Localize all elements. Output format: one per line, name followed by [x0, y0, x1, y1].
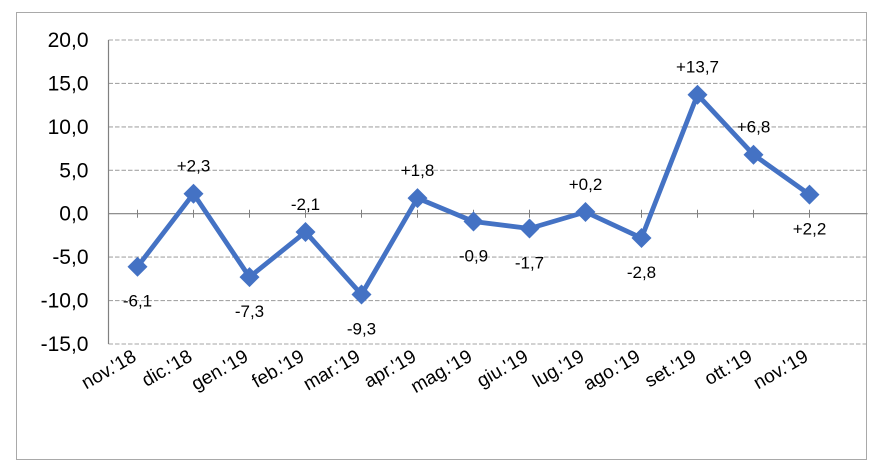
svg-text:+2,2: +2,2: [793, 220, 827, 239]
svg-text:dic.'18: dic.'18: [138, 346, 196, 391]
svg-text:+1,8: +1,8: [401, 161, 435, 180]
svg-text:nov.'19: nov.'19: [750, 346, 812, 394]
svg-text:set.'19: set.'19: [642, 346, 700, 392]
svg-text:10,0: 10,0: [48, 116, 89, 139]
svg-text:mag.'19: mag.'19: [407, 346, 476, 398]
svg-text:+6,8: +6,8: [737, 118, 771, 137]
svg-text:-9,3: -9,3: [347, 320, 376, 339]
svg-text:-1,7: -1,7: [515, 254, 544, 273]
svg-text:-2,8: -2,8: [627, 263, 656, 282]
svg-text:gen.'19: gen.'19: [188, 346, 252, 395]
svg-text:5,0: 5,0: [59, 159, 88, 182]
svg-text:giu.'19: giu.'19: [474, 346, 532, 392]
svg-text:+2,3: +2,3: [177, 157, 211, 176]
svg-text:+0,2: +0,2: [569, 175, 603, 194]
svg-text:-6,1: -6,1: [123, 292, 152, 311]
svg-text:mar.'19: mar.'19: [300, 346, 364, 395]
svg-text:-15,0: -15,0: [41, 333, 89, 356]
svg-text:-5,0: -5,0: [52, 246, 88, 269]
svg-text:-10,0: -10,0: [41, 290, 89, 313]
svg-text:15,0: 15,0: [48, 72, 89, 95]
svg-text:ago.'19: ago.'19: [580, 346, 644, 395]
svg-text:lug.'19: lug.'19: [530, 346, 588, 392]
svg-text:feb.'19: feb.'19: [249, 346, 308, 392]
svg-text:-7,3: -7,3: [235, 302, 264, 321]
svg-text:20,0: 20,0: [48, 29, 89, 52]
svg-text:ott.'19: ott.'19: [701, 346, 756, 390]
svg-text:+13,7: +13,7: [676, 58, 719, 77]
svg-text:-0,9: -0,9: [459, 247, 488, 266]
svg-text:0,0: 0,0: [59, 203, 88, 226]
svg-text:-2,1: -2,1: [291, 195, 320, 214]
